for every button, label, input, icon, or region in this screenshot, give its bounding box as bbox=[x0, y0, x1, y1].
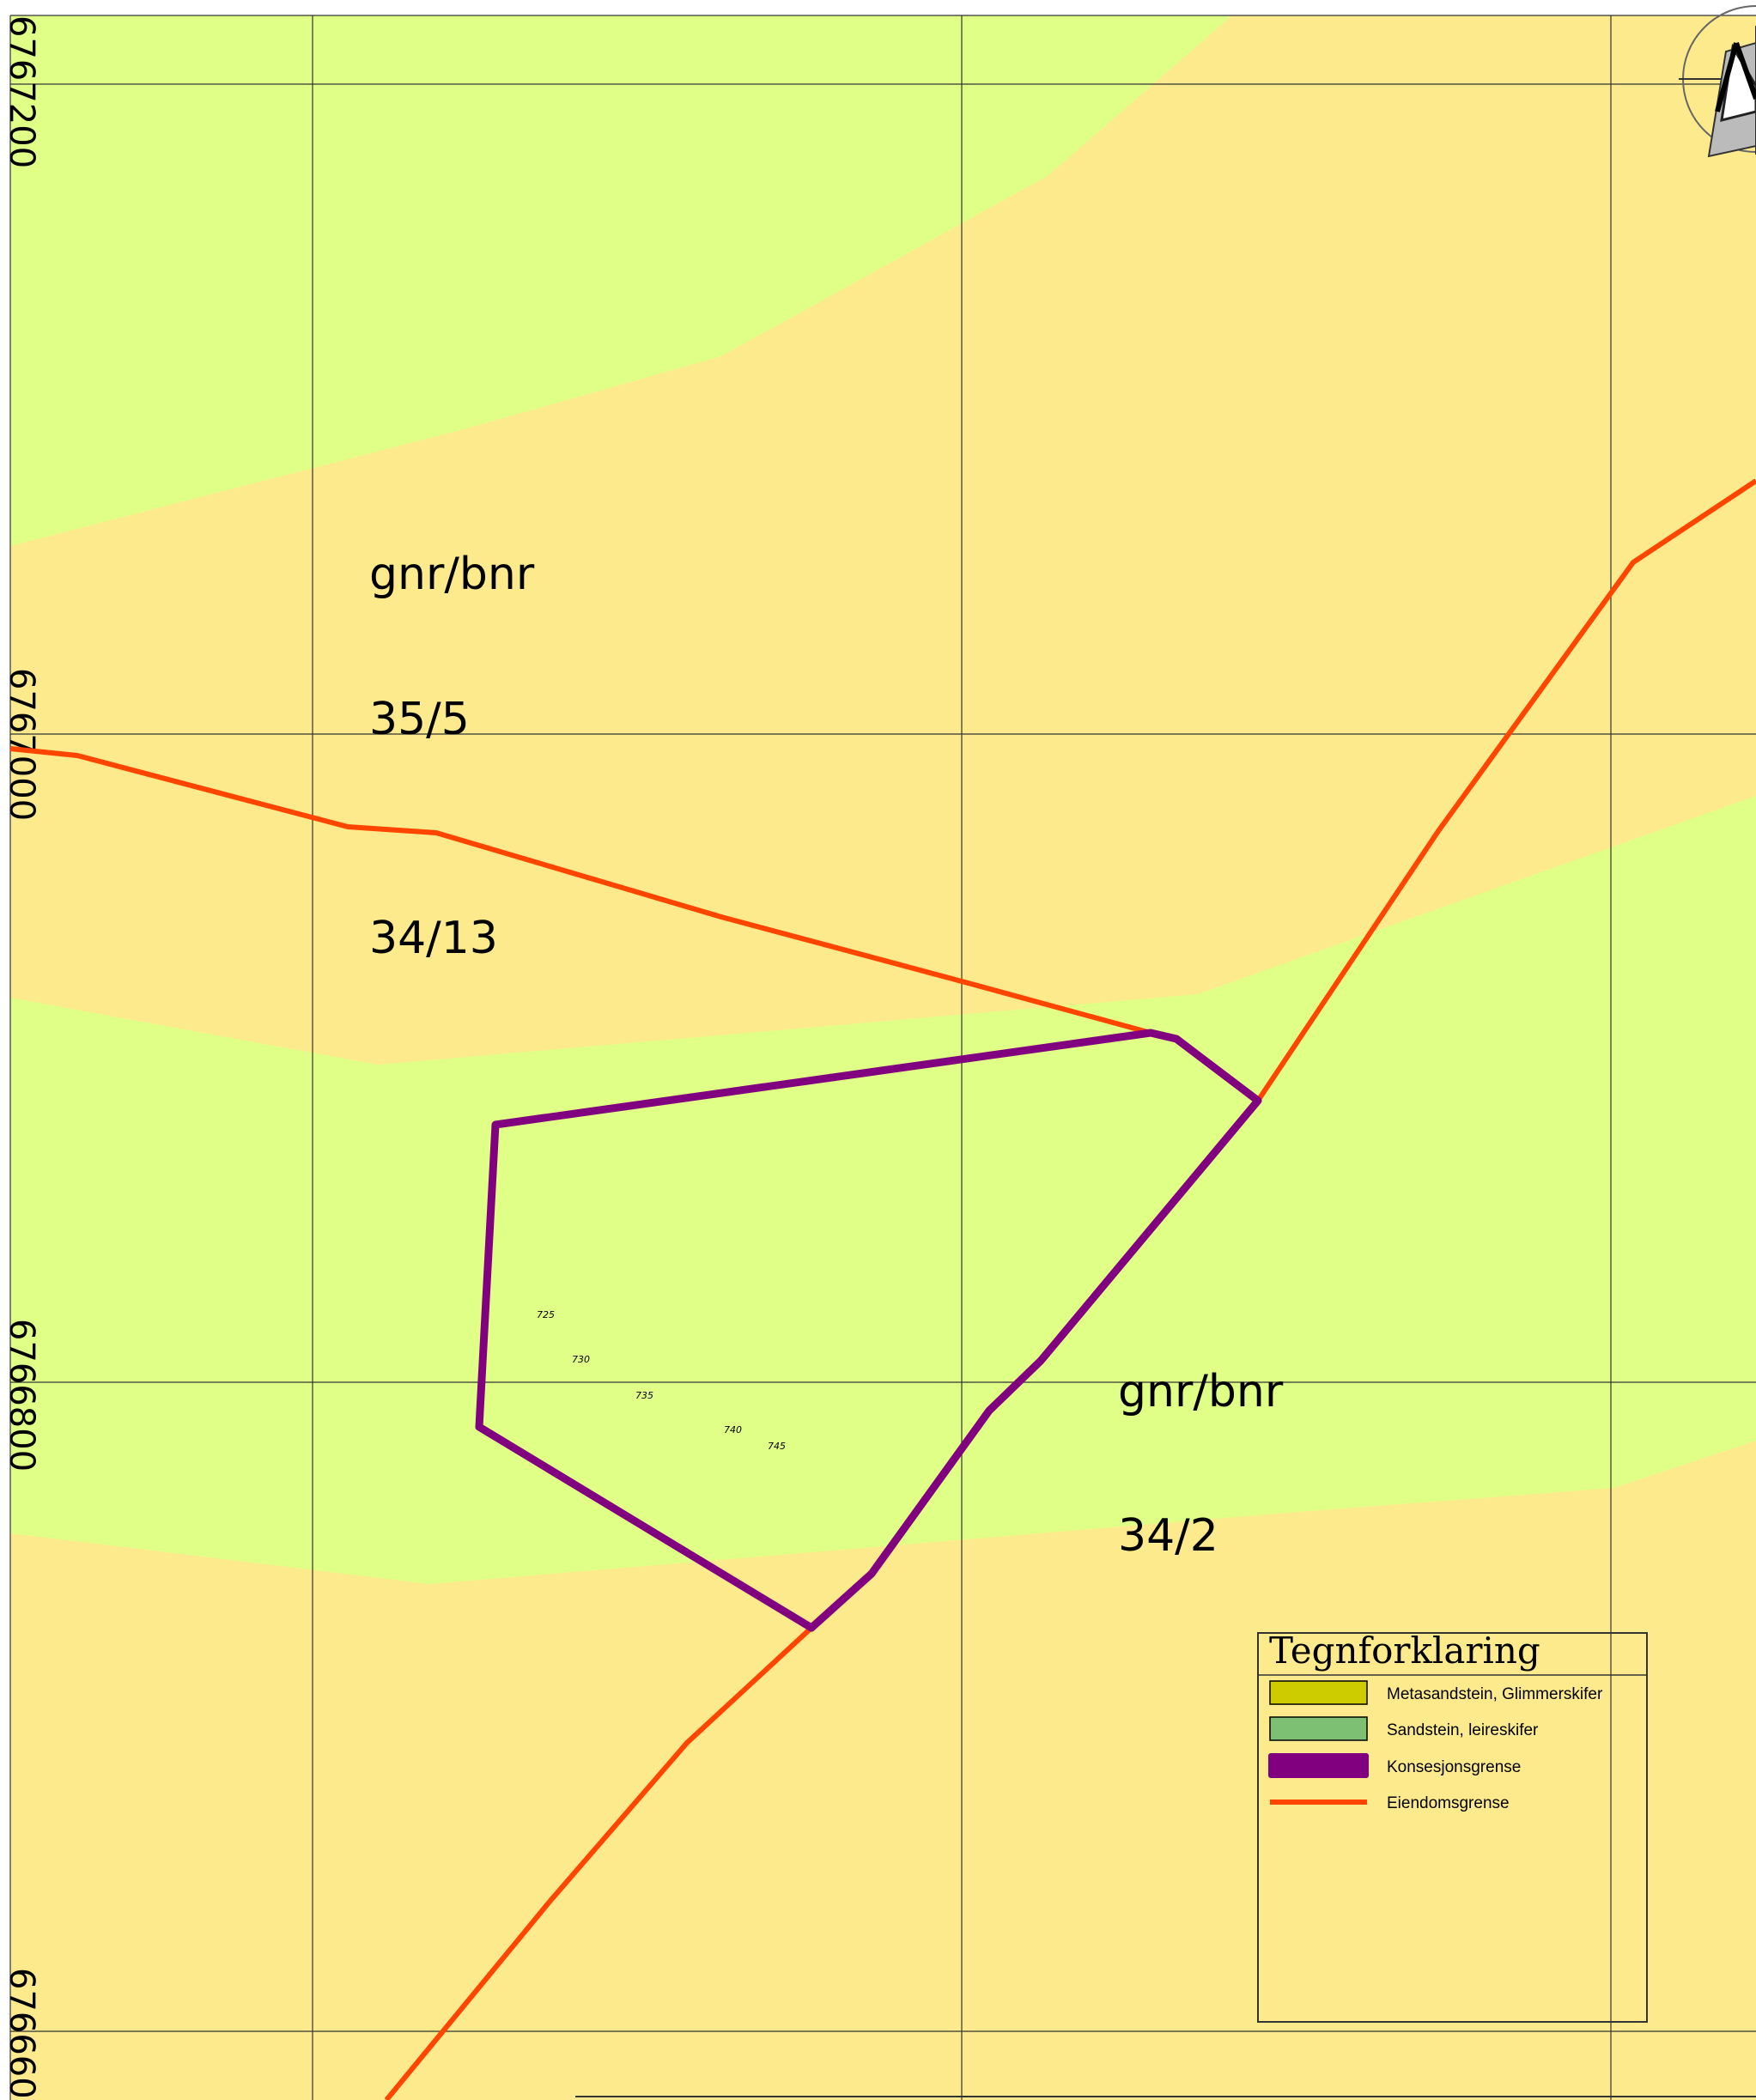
legend-swatch-sandstein bbox=[1269, 1716, 1368, 1741]
concession-boundary bbox=[475, 1029, 1262, 1632]
coord-label-6766800: 6766800 bbox=[2, 1319, 41, 1472]
parcel-label-group-1: gnr/bnr 35/5 34/13 bbox=[369, 549, 535, 964]
parcel-label-34-2: 34/2 bbox=[1118, 1510, 1218, 1562]
north-arrow-icon bbox=[1679, 5, 1756, 158]
contour-labels: 725 730 735 740 745 bbox=[537, 1309, 786, 1452]
legend-label-konsesjonsgrense: Konsesjonsgrense bbox=[1387, 1758, 1521, 1776]
coord-label-6766600: 6766600 bbox=[2, 1968, 41, 2100]
parcel-label-34-13: 34/13 bbox=[369, 913, 498, 964]
green-zone-north bbox=[10, 15, 1232, 546]
coordinate-labels: 6767200 6767000 6766800 6766600 bbox=[2, 15, 41, 2100]
parcel-label-group-2: gnr/bnr 34/2 bbox=[1118, 1366, 1284, 1562]
legend-swatch-metasandstein bbox=[1269, 1680, 1368, 1705]
legend-label-eiendomsgrense: Eiendomsgrense bbox=[1387, 1794, 1510, 1812]
coord-label-6767000: 6767000 bbox=[2, 668, 41, 821]
parcel-label-gnr-bnr: gnr/bnr bbox=[369, 549, 535, 600]
contour-label: 725 bbox=[537, 1309, 555, 1320]
green-zone-middle bbox=[10, 796, 1756, 1584]
parcel-label-35-5: 35/5 bbox=[369, 694, 470, 745]
legend-label-sandstein: Sandstein, leireskifer bbox=[1387, 1721, 1539, 1739]
grid bbox=[9, 15, 1756, 2100]
contour-label: 730 bbox=[572, 1354, 590, 1365]
legend-swatch-konsesjonsgrense bbox=[1268, 1753, 1369, 1778]
contour-label: 740 bbox=[724, 1424, 742, 1435]
parcel-label-gnr-bnr: gnr/bnr bbox=[1118, 1366, 1284, 1417]
legend-label-metasandstein: Metasandstein, Glimmerskifer bbox=[1387, 1685, 1603, 1703]
legend-box bbox=[1257, 1632, 1648, 2023]
contour-label: 735 bbox=[635, 1390, 653, 1401]
contour-label: 745 bbox=[768, 1441, 786, 1452]
coord-label-6767200: 6767200 bbox=[2, 15, 41, 168]
legend-title: Tegnforklaring bbox=[1269, 1630, 1540, 1672]
legend: Tegnforklaring Metasandstein, Glimmerski… bbox=[1257, 1630, 1648, 2023]
